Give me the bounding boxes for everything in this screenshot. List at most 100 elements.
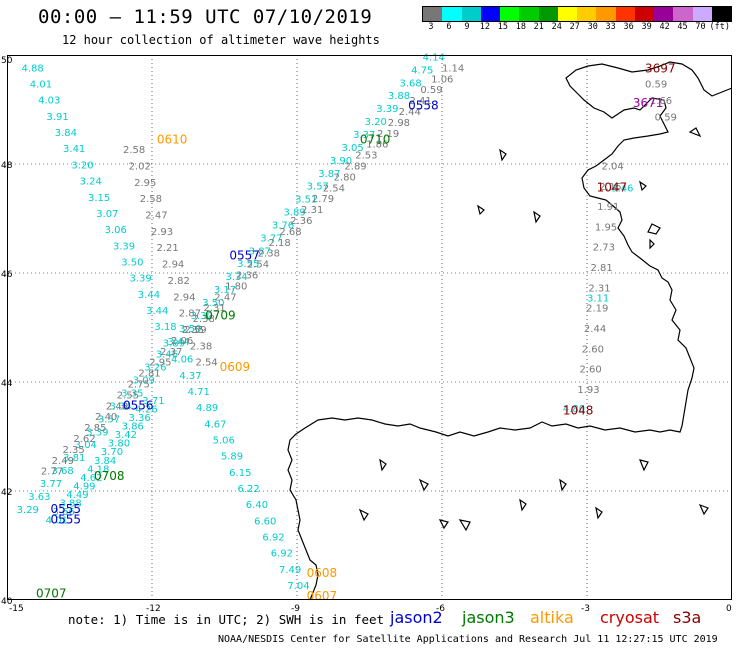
swh-value: 2.41 bbox=[409, 96, 431, 107]
swh-value: 2.37 bbox=[160, 347, 182, 358]
swh-value: 7.04 bbox=[287, 581, 309, 592]
swh-value: 2.58 bbox=[123, 145, 145, 156]
y-tick-label: 44 bbox=[1, 379, 13, 389]
swh-value: 3.04 bbox=[75, 440, 97, 451]
swh-value: 4.01 bbox=[30, 80, 52, 91]
swh-value: 2.94 bbox=[173, 292, 195, 303]
swh-value: 3.39 bbox=[113, 241, 135, 252]
scale-swatch bbox=[538, 7, 558, 21]
swh-value: 2.48 bbox=[106, 401, 128, 412]
pass-time-label: 0708 bbox=[94, 469, 125, 483]
pass-time-label: 0707 bbox=[36, 586, 67, 600]
page-subtitle: 12 hour collection of altimeter wave hei… bbox=[62, 33, 380, 47]
swh-value: 2.60 bbox=[582, 344, 604, 355]
scale-label: 24 bbox=[551, 22, 562, 32]
swh-value: 4.01 bbox=[46, 516, 68, 527]
swh-value: 3.46 bbox=[156, 350, 178, 361]
x-tick-label: -15 bbox=[9, 604, 24, 614]
pass-time-label: 1048 bbox=[563, 404, 594, 418]
swh-value: 2.19 bbox=[586, 304, 608, 315]
swh-value: 1.14 bbox=[442, 63, 464, 74]
swh-value: 2.77 bbox=[41, 467, 63, 478]
y-tick-label: 46 bbox=[1, 270, 13, 280]
swh-value: 3.50 bbox=[179, 324, 201, 335]
swh-value: 3.76 bbox=[272, 220, 294, 231]
swh-value: 2.35 bbox=[63, 445, 85, 456]
swh-value: 3.36 bbox=[129, 413, 151, 424]
swh-value: 0.59 bbox=[655, 112, 677, 123]
pass-time-label: 0709 bbox=[205, 308, 236, 322]
scale-label: 33 bbox=[605, 22, 616, 32]
swh-value: 4.99 bbox=[73, 481, 95, 492]
swh-value: 4.89 bbox=[196, 403, 218, 414]
y-tick-label: 42 bbox=[1, 488, 12, 498]
page-title: 00:00 – 11:59 UTC 07/10/2019 bbox=[38, 6, 373, 28]
swh-value: 1.06 bbox=[431, 74, 453, 85]
swh-value: 3.29 bbox=[17, 505, 39, 516]
swh-value: 4.75 bbox=[411, 65, 433, 76]
swh-value: 3.86 bbox=[122, 421, 144, 432]
scale-swatch bbox=[615, 7, 635, 21]
swh-value: 4.18 bbox=[87, 464, 109, 475]
map-frame bbox=[7, 55, 732, 600]
swh-value: 2.06 bbox=[171, 336, 193, 347]
swh-value: 0.59 bbox=[420, 85, 442, 96]
swh-value: 6.40 bbox=[246, 500, 268, 511]
swh-value: 2.87 bbox=[179, 309, 201, 320]
swh-value: 3.89 bbox=[283, 208, 305, 219]
pass-time-label: 0557 bbox=[229, 248, 260, 262]
swh-value: 2.47 bbox=[145, 211, 167, 222]
swh-value: 2.40 bbox=[95, 412, 117, 423]
swh-value: 3.51 bbox=[295, 195, 317, 206]
swh-value: 3.84 bbox=[55, 128, 77, 139]
coastline bbox=[287, 61, 733, 601]
scale-label: 36 bbox=[623, 22, 634, 32]
swh-value: 3.18 bbox=[154, 322, 176, 333]
pass-labels: 0610 071007090609070807070608060705550555… bbox=[36, 61, 676, 603]
scale-swatch bbox=[557, 7, 577, 21]
swh-value: 2.36 bbox=[236, 270, 258, 281]
swh-value: 3.71 bbox=[142, 396, 164, 407]
scale-label: 18 bbox=[515, 22, 526, 32]
swh-value: 3.34 bbox=[225, 272, 247, 283]
swh-value: 2.38 bbox=[193, 314, 215, 325]
y-tick-label: 50 bbox=[1, 56, 13, 66]
swh-value: 2.49 bbox=[52, 456, 74, 467]
scale-label: 70 bbox=[695, 22, 706, 32]
scale-label: 12 bbox=[479, 22, 491, 32]
scale-label: (ft) bbox=[709, 22, 730, 32]
swh-value: 3.50 bbox=[121, 258, 143, 269]
swh-value: 3.90 bbox=[330, 156, 352, 167]
swh-value: 2.36 bbox=[290, 216, 312, 227]
swh-value: 3.24 bbox=[80, 177, 102, 188]
swh-value: 2.75 bbox=[128, 379, 150, 390]
swh-value: 3.80 bbox=[108, 439, 130, 450]
swh-value: 2.85 bbox=[84, 423, 106, 434]
x-tick-label: 0 bbox=[726, 604, 732, 614]
lat-lon-grid bbox=[7, 55, 732, 600]
scale-swatch bbox=[519, 7, 539, 21]
scale-label: 27 bbox=[569, 22, 580, 32]
swh-value: 2.18 bbox=[269, 238, 291, 249]
pass-time-label: 0555 bbox=[51, 502, 82, 516]
scale-label: 6 bbox=[446, 22, 452, 32]
swh-value: 4.71 bbox=[188, 387, 210, 398]
pass-time-label: 0608 bbox=[307, 566, 338, 580]
pass-time-label: 3697 bbox=[645, 61, 676, 75]
scale-label: 9 bbox=[464, 22, 470, 32]
color-scale-bar bbox=[422, 6, 732, 22]
scale-label: 21 bbox=[533, 22, 544, 32]
swh-value: 3.42 bbox=[115, 430, 137, 441]
swh-value: 2.95 bbox=[134, 178, 156, 189]
swh-value: 3.68 bbox=[51, 466, 73, 477]
swh-value: 3.70 bbox=[101, 447, 123, 458]
swh-value: 4.37 bbox=[179, 371, 201, 382]
swh-value: 2.54 bbox=[196, 358, 218, 369]
swh-value: 2.94 bbox=[162, 260, 184, 271]
y-tick-label: 40 bbox=[1, 597, 13, 607]
swh-value: 3.88 bbox=[388, 91, 410, 102]
pass-time-label: 0558 bbox=[408, 99, 439, 113]
scale-swatch bbox=[673, 7, 693, 21]
swh-value: 3.57 bbox=[98, 414, 120, 425]
